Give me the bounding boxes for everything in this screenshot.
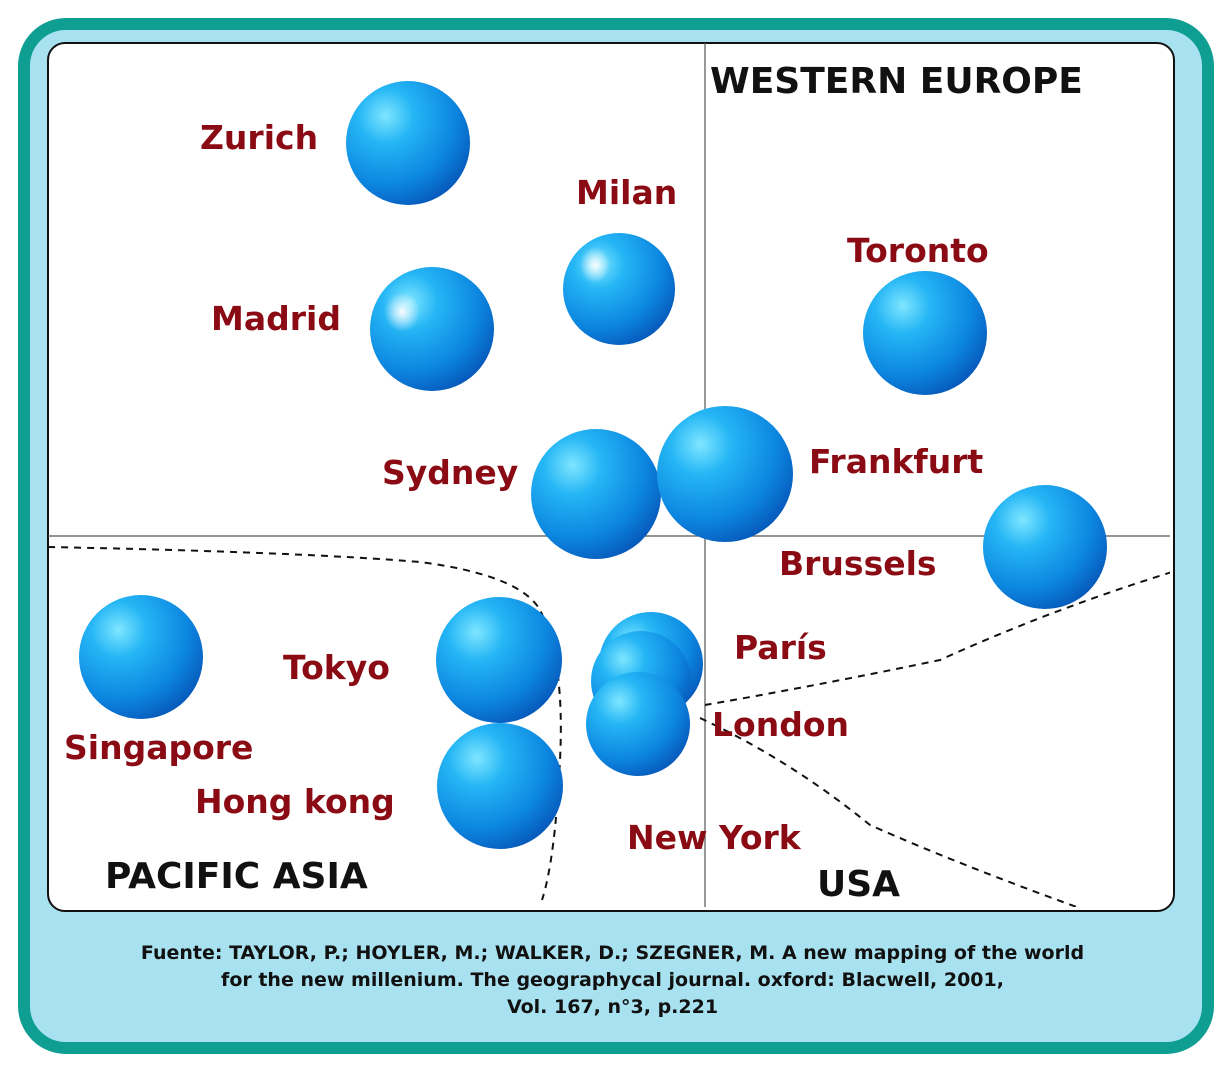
city-label-zurich: Zurich: [200, 118, 319, 157]
sphere-milan-highlight: [580, 247, 610, 283]
region-western-europe: WESTERN EUROPE: [710, 61, 1083, 102]
sphere-hong-kong: [437, 723, 563, 849]
city-label-madrid: Madrid: [211, 299, 341, 338]
city-label-brussels: Brussels: [779, 544, 937, 583]
city-label-sydney: Sydney: [382, 453, 519, 492]
city-label-singapore: Singapore: [64, 728, 254, 767]
sphere-new-york: [586, 672, 690, 776]
sphere-toronto: [863, 271, 987, 395]
source-line-3: Vol. 167, n°3, p.221: [506, 996, 719, 1018]
sphere-milan: [563, 233, 675, 345]
sphere-sydney: [531, 429, 661, 559]
city-label-milan: Milan: [576, 173, 678, 212]
city-spheres: [79, 81, 1107, 849]
city-label-paris: París: [734, 628, 827, 667]
city-label-tokyo: Tokyo: [283, 648, 390, 687]
sphere-frankfurt: [657, 406, 793, 542]
source-citation: Fuente: TAYLOR, P.; HOYLER, M.; WALKER, …: [30, 940, 1195, 1021]
city-label-toronto: Toronto: [847, 231, 989, 270]
city-label-frankfurt: Frankfurt: [809, 442, 984, 481]
sphere-madrid: [370, 267, 494, 391]
city-label-new-york: New York: [627, 818, 801, 857]
source-line-2: for the new millenium. The geographycal …: [221, 969, 1004, 991]
city-label-hong-kong: Hong kong: [195, 782, 395, 821]
europe-usa-boundary: [704, 571, 1170, 706]
region-pacific-asia: PACIFIC ASIA: [105, 856, 368, 897]
source-line-1: Fuente: TAYLOR, P.; HOYLER, M.; WALKER, …: [140, 942, 1085, 964]
region-usa: USA: [817, 864, 901, 905]
sphere-singapore: [79, 595, 203, 719]
sphere-tokyo: [436, 597, 562, 723]
city-label-london: London: [712, 705, 849, 744]
sphere-madrid-highlight: [384, 292, 420, 332]
sphere-zurich: [346, 81, 470, 205]
usa-boundary: [699, 717, 1086, 907]
sphere-brussels: [983, 485, 1107, 609]
